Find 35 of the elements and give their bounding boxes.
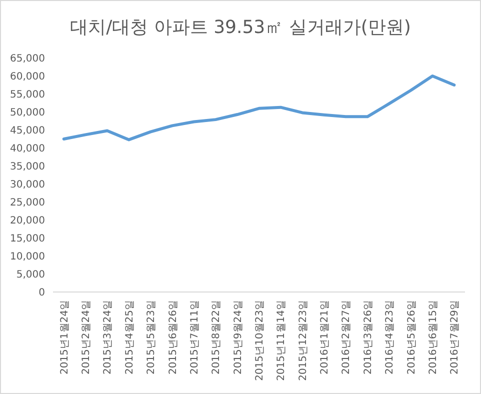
y-tick-label: 40,000 xyxy=(10,144,45,154)
x-tick-label: 2015년12월23일 xyxy=(298,300,309,381)
y-tick-label: 5,000 xyxy=(16,270,45,280)
x-tick-label: 2015년9월24일 xyxy=(232,300,244,375)
x-tick-label: 2016년7월29일 xyxy=(450,300,461,375)
x-tick-label: 2016년3월26일 xyxy=(362,300,374,375)
x-tick-label: 2016년2월27일 xyxy=(341,300,352,375)
y-tick-label: 45,000 xyxy=(10,126,45,136)
x-tick-label: 2015년10월23일 xyxy=(254,300,266,381)
y-tick-label: 20,000 xyxy=(10,216,45,226)
y-tick-label: 50,000 xyxy=(10,108,45,118)
y-tick-label: 60,000 xyxy=(10,72,45,82)
y-tick-label: 10,000 xyxy=(10,252,45,262)
chart-title: 대치/대청 아파트 39.53㎡ 실거래가(만원) xyxy=(70,17,411,38)
x-tick-label: 2015년7월11일 xyxy=(189,300,200,375)
y-tick-label: 15,000 xyxy=(10,234,45,244)
y-tick-label: 30,000 xyxy=(10,180,45,190)
y-tick-label: 55,000 xyxy=(10,90,45,100)
y-tick-label: 65,000 xyxy=(10,54,45,64)
x-tick-label: 2016년5월26일 xyxy=(406,300,418,375)
x-tick-label: 2016년6월15일 xyxy=(428,300,439,375)
x-tick-label: 2015년4월25일 xyxy=(124,300,136,375)
x-tick-label: 2015년5월23일 xyxy=(146,300,158,375)
y-tick-label: 35,000 xyxy=(10,162,45,172)
line-series xyxy=(62,74,456,142)
x-tick-label: 2015년1월24일 xyxy=(59,300,70,375)
x-tick-label: 2015년6월26일 xyxy=(168,300,179,375)
x-tick-label: 2015년11월14일 xyxy=(276,300,288,381)
x-tick-label: 2016년1월21일 xyxy=(320,300,331,375)
y-tick-label: 25,000 xyxy=(10,198,45,208)
x-tick-label: 2015년2월24일 xyxy=(81,300,92,375)
x-tick-label: 2016년4월23일 xyxy=(384,300,396,375)
x-tick-label: 2015년3월24일 xyxy=(102,300,114,375)
x-tick-label: 2015년8월22일 xyxy=(211,300,222,375)
y-tick-label: 0 xyxy=(38,288,45,298)
